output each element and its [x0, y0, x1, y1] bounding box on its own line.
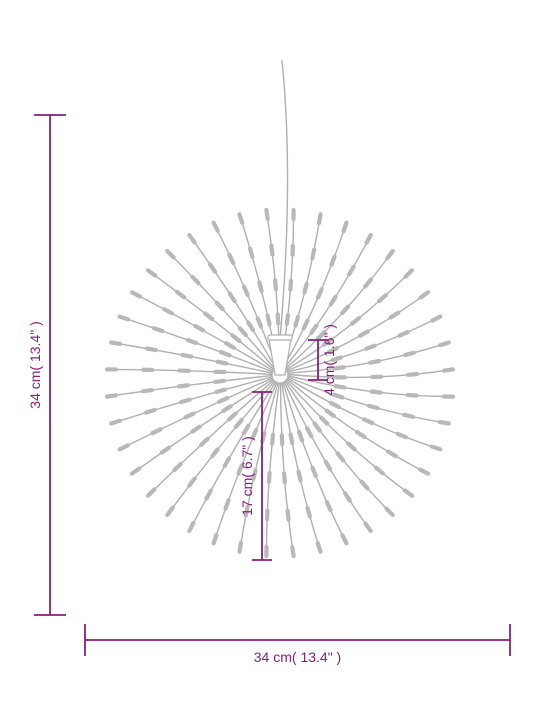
- dim-radius-label: 17 cm( 6.7" ): [239, 436, 255, 516]
- dim-height-label: 34 cm( 13.4" ): [27, 321, 43, 408]
- dim-width-label: 34 cm( 13.4" ): [254, 649, 341, 665]
- dimension-diagram: 34 cm( 13.4" ) 34 cm( 13.4" ) 4 cm( 1.6" )…: [0, 0, 540, 720]
- dim-hub-height-label: 4 cm( 1.6" ): [321, 324, 337, 396]
